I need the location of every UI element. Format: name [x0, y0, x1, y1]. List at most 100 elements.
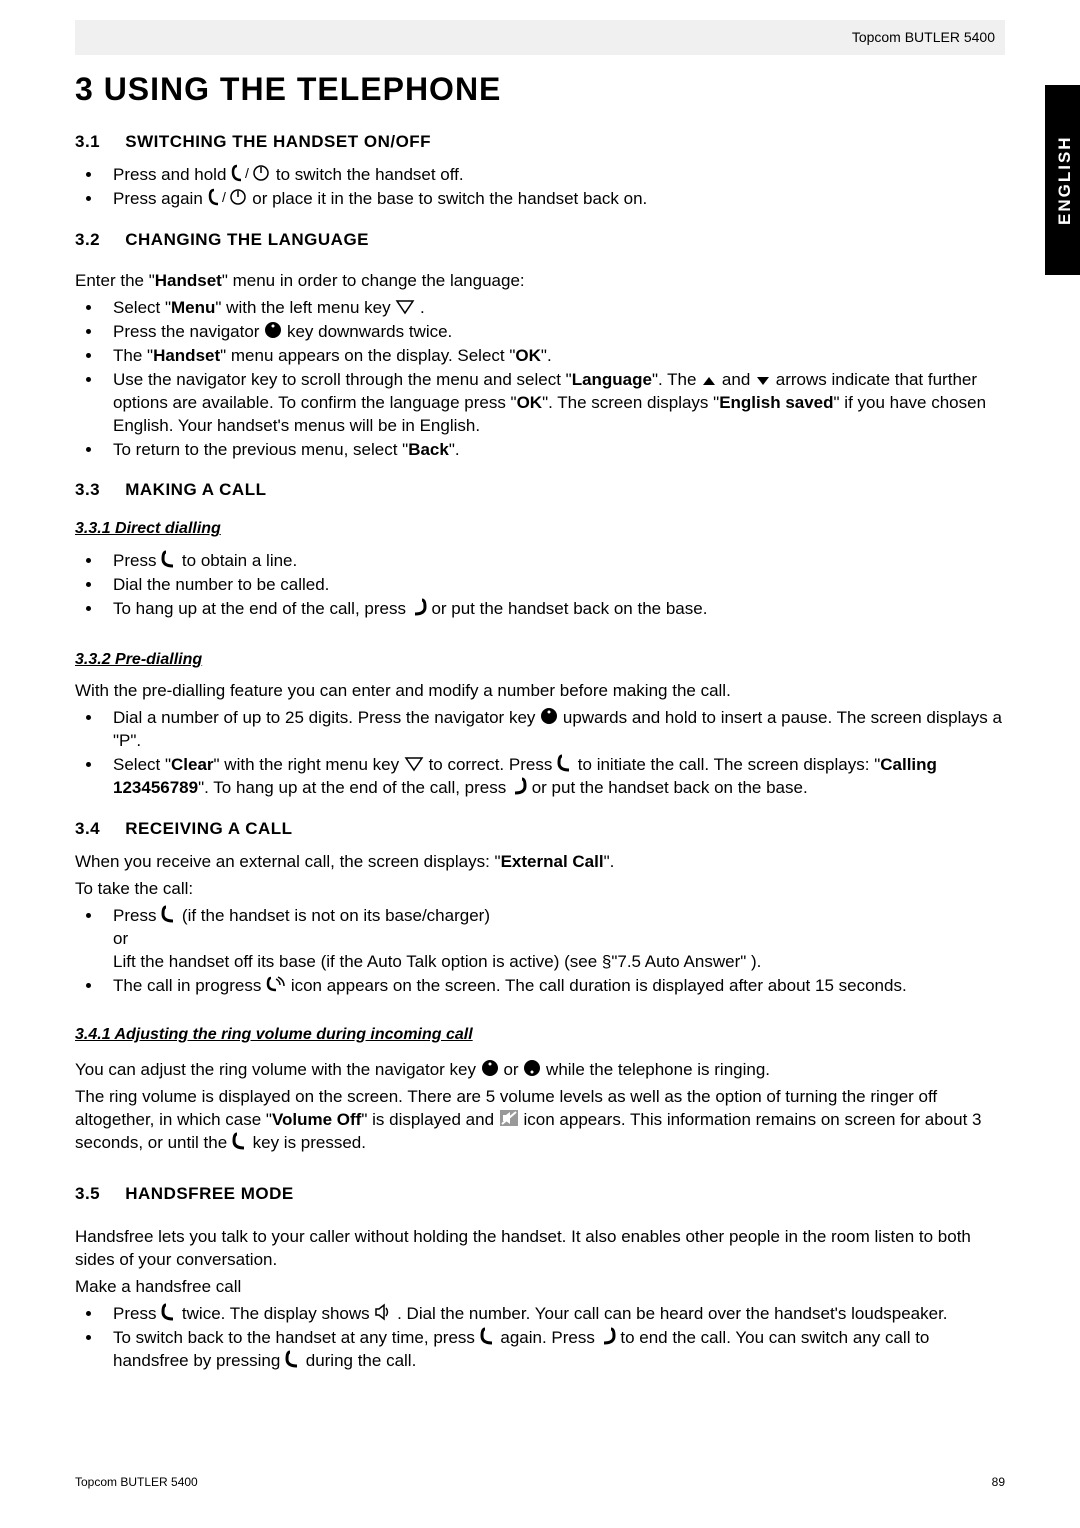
text: key is pressed.: [253, 1133, 366, 1152]
softkey-left-icon: [395, 299, 415, 315]
text: Press: [113, 1304, 161, 1323]
secnum: 3.4: [75, 818, 120, 841]
text: Dial a number of up to 25 digits. Press …: [113, 708, 540, 727]
list-item: Press to obtain a line.: [103, 550, 1005, 573]
list-item: Press the navigator key downwards twice.: [103, 321, 1005, 344]
navigator-up-icon: [540, 707, 558, 725]
text: (if the handset is not on its base/charg…: [182, 906, 490, 925]
call-icon: [480, 1327, 496, 1345]
text: .: [420, 298, 425, 317]
text: ". The: [652, 370, 701, 389]
text: Press and hold: [113, 165, 231, 184]
text: " with the left menu key: [215, 298, 395, 317]
sectitle: SWITCHING THE HANDSET ON/OFF: [125, 132, 431, 151]
svg-text:/: /: [222, 189, 226, 205]
bold: Clear: [171, 755, 214, 774]
bold: English saved: [719, 393, 833, 412]
section-3-1-heading: 3.1 SWITCHING THE HANDSET ON/OFF: [75, 131, 1005, 154]
text: Select ": [113, 298, 171, 317]
hangup-icon: [600, 1327, 616, 1345]
text: To switch back to the handset at any tim…: [113, 1328, 480, 1347]
language-tab: ENGLISH: [1045, 85, 1080, 275]
text: or put the handset back on the base.: [532, 778, 808, 797]
text: ".: [604, 852, 615, 871]
text: The ": [113, 346, 153, 365]
softkey-right-icon: [404, 756, 424, 772]
power-hook-icon: /: [231, 164, 271, 182]
text: " menu in order to change the language:: [222, 271, 525, 290]
paragraph: When you receive an external call, the s…: [75, 851, 1005, 874]
footer-product: Topcom BUTLER 5400: [75, 1474, 198, 1490]
header-product: Topcom BUTLER 5400: [852, 28, 995, 47]
paragraph: You can adjust the ring volume with the …: [75, 1059, 1005, 1082]
secnum: 3.3: [75, 479, 120, 502]
text: Select ": [113, 755, 171, 774]
list-item: Press again / or place it in the base to…: [103, 188, 1005, 211]
text: and: [722, 370, 755, 389]
bold: Language: [572, 370, 652, 389]
list-item: To hang up at the end of the call, press…: [103, 598, 1005, 621]
call-icon: [557, 754, 573, 772]
list-item: To return to the previous menu, select "…: [103, 439, 1005, 462]
subsection-3-4-1: 3.4.1 Adjusting the ring volume during i…: [75, 1024, 1005, 1046]
footer-page-number: 89: [992, 1474, 1005, 1490]
bold: Handset: [155, 271, 222, 290]
list-item: The call in progress icon appears on the…: [103, 975, 1005, 998]
list-3-3-1: Press to obtain a line. Dial the number …: [75, 550, 1005, 621]
call-icon: [161, 1303, 177, 1321]
text: key downwards twice.: [287, 322, 452, 341]
bold: OK: [515, 346, 541, 365]
text: ".: [449, 440, 460, 459]
list-item: To switch back to the handset at any tim…: [103, 1327, 1005, 1373]
list-3-5: Press twice. The display shows . Dial th…: [75, 1303, 1005, 1373]
list-item: Use the navigator key to scroll through …: [103, 369, 1005, 438]
text: or put the handset back on the base.: [431, 599, 707, 618]
secnum: 3.2: [75, 229, 120, 252]
text: Enter the ": [75, 271, 155, 290]
paragraph: Make a handsfree call: [75, 1276, 1005, 1299]
text: ". To hang up at the end of the call, pr…: [198, 778, 511, 797]
power-hook-icon: /: [208, 188, 248, 206]
text: again. Press: [500, 1328, 599, 1347]
page-title: 3 USING THE TELEPHONE: [75, 68, 1005, 111]
mute-icon: [499, 1109, 519, 1127]
call-icon: [232, 1132, 248, 1150]
text: " with the right menu key: [214, 755, 404, 774]
section-3-4-heading: 3.4 RECEIVING A CALL: [75, 818, 1005, 841]
list-item: Select "Menu" with the left menu key .: [103, 297, 1005, 320]
up-arrow-icon: [701, 375, 717, 387]
bold: Back: [408, 440, 449, 459]
navigator-down-icon: [523, 1059, 541, 1077]
page: Topcom BUTLER 5400 ENGLISH 3 USING THE T…: [0, 0, 1080, 1528]
paragraph: Enter the "Handset" menu in order to cha…: [75, 270, 1005, 293]
text: Press again: [113, 189, 208, 208]
text: or: [113, 929, 128, 948]
call-icon: [161, 550, 177, 568]
text: Press: [113, 551, 161, 570]
subsection-3-3-1: 3.3.1 Direct dialling: [75, 518, 1005, 540]
svg-text:/: /: [245, 165, 249, 181]
list-item: Press and hold / to switch the handset o…: [103, 164, 1005, 187]
down-arrow-icon: [755, 375, 771, 387]
hangup-icon: [411, 598, 427, 616]
speaker-icon: [374, 1303, 392, 1321]
hangup-icon: [511, 777, 527, 795]
text: icon appears on the screen. The call dur…: [291, 976, 907, 995]
list-item: Press twice. The display shows . Dial th…: [103, 1303, 1005, 1326]
secnum: 3.5: [75, 1183, 120, 1206]
text: or: [503, 1060, 523, 1079]
text: to initiate the call. The screen display…: [578, 755, 880, 774]
sectitle: HANDSFREE MODE: [125, 1184, 294, 1203]
text: while the telephone is ringing.: [546, 1060, 770, 1079]
sectitle: MAKING A CALL: [125, 480, 266, 499]
list-item: Select "Clear" with the right menu key t…: [103, 754, 1005, 800]
section-3-3-heading: 3.3 MAKING A CALL: [75, 479, 1005, 502]
bold: Volume Off: [272, 1110, 361, 1129]
text: Use the navigator key to scroll through …: [113, 370, 572, 389]
text: . Dial the number. Your call can be hear…: [397, 1304, 947, 1323]
text: to switch the handset off.: [276, 165, 464, 184]
list-3-3-2: Dial a number of up to 25 digits. Press …: [75, 707, 1005, 800]
list-item: Dial the number to be called.: [103, 574, 1005, 597]
text: To return to the previous menu, select ": [113, 440, 408, 459]
text: When you receive an external call, the s…: [75, 852, 501, 871]
